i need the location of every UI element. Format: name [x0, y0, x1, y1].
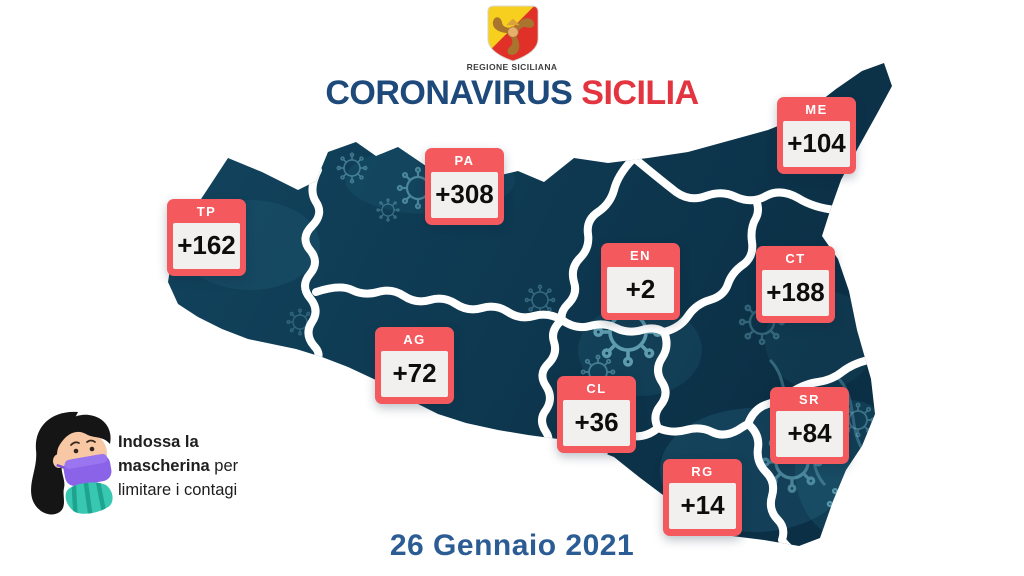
masked-woman-illustration	[22, 404, 124, 522]
sicilian-crest-icon	[487, 5, 539, 62]
mask-message-line2: mascherina per	[118, 454, 278, 478]
province-card-rg: RG +14	[663, 459, 742, 536]
province-value: +308	[431, 172, 498, 218]
province-card-tp: TP +162	[167, 199, 246, 276]
province-card-cl: CL +36	[557, 376, 636, 453]
mask-message-line1: Indossa la	[118, 430, 278, 454]
mask-message-bold: Indossa la	[118, 433, 199, 451]
province-code: ME	[805, 102, 828, 117]
mask-message-bold: mascherina	[118, 457, 210, 475]
province-value: +14	[669, 483, 736, 529]
title-sicilia: SICILIA	[581, 74, 699, 112]
province-card-en: EN +2	[601, 243, 680, 320]
province-card-ag: AG +72	[375, 327, 454, 404]
province-value: +72	[381, 351, 448, 397]
mask-message-line3: limitare i contagi	[118, 478, 278, 502]
province-value: +84	[776, 411, 843, 457]
province-code: CL	[586, 381, 607, 396]
province-code: RG	[691, 464, 714, 479]
province-card-me: ME +104	[777, 97, 856, 174]
mask-message: Indossa la mascherina per limitare i con…	[118, 430, 278, 502]
province-card-ct: CT +188	[756, 246, 835, 323]
province-code: CT	[785, 251, 806, 266]
province-code: EN	[629, 248, 652, 263]
province-value: +36	[563, 400, 630, 446]
province-value: +162	[173, 223, 240, 269]
province-value: +2	[607, 267, 674, 313]
province-card-sr: SR +84	[770, 387, 849, 464]
title-coronavirus: CORONAVIRUS	[325, 74, 573, 112]
province-borders	[301, 154, 872, 546]
province-code: AG	[403, 332, 426, 347]
mask-message-regular: per	[209, 457, 239, 475]
masked-woman-icon	[31, 411, 113, 517]
province-value: +104	[783, 121, 850, 167]
trinacria-icon	[492, 17, 535, 55]
province-code: SR	[798, 392, 821, 407]
regione-siciliana-logo	[486, 5, 540, 63]
province-card-pa: PA +308	[425, 148, 504, 225]
province-code: PA	[454, 153, 475, 168]
province-value: +188	[762, 270, 829, 316]
mask-message-regular: limitare i contagi	[118, 481, 238, 499]
page-title: CORONAVIRUS SICILIA	[0, 74, 1024, 113]
report-date: 26 Gennaio 2021	[389, 529, 635, 562]
province-code: TP	[196, 204, 217, 219]
logo-caption: REGIONE SICILIANA	[466, 62, 558, 72]
